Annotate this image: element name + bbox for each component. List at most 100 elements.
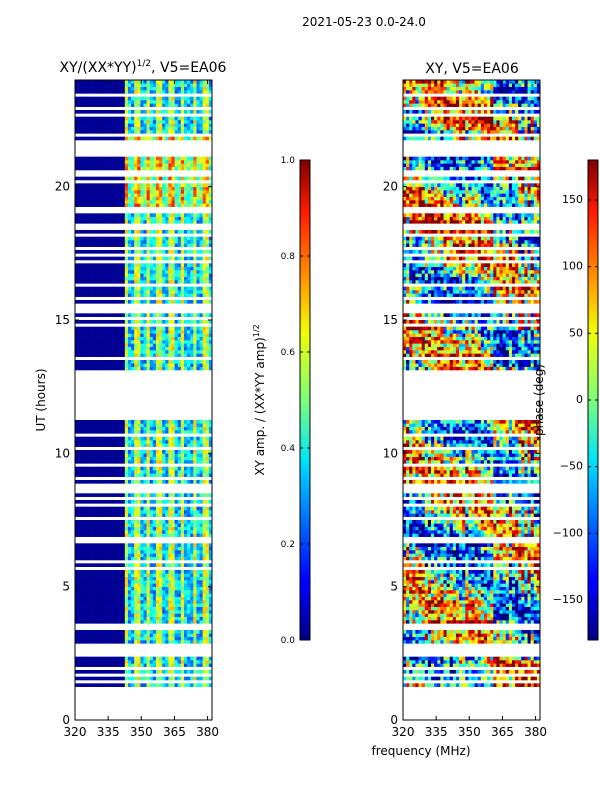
heatmap-cell: [149, 326, 154, 331]
heatmap-cell: [177, 186, 182, 191]
heatmap-cell: [196, 430, 200, 434]
heatmap-cell: [134, 580, 138, 584]
heatmap-cell: [103, 456, 107, 461]
heatmap-cell: [196, 213, 200, 217]
heatmap-cell: [177, 130, 182, 134]
heatmap-cell: [131, 603, 135, 607]
heatmap-cell: [109, 103, 113, 107]
heatmap-cell: [177, 340, 182, 344]
heatmap-cell: [115, 213, 119, 217]
heatmap-cell: [115, 86, 119, 91]
heatmap-cell: [121, 366, 126, 371]
heatmap-cell: [134, 663, 138, 667]
heatmap-cell: [165, 100, 169, 104]
heatmap-cell: [78, 436, 82, 441]
heatmap-cell: [124, 336, 129, 341]
heatmap-cell: [81, 243, 85, 247]
heatmap-cell: [121, 286, 126, 291]
heatmap-cell: [131, 363, 135, 367]
heatmap-cell: [137, 500, 141, 504]
heatmap-cell: [171, 240, 175, 244]
heatmap-cell: [180, 163, 185, 167]
heatmap-cell: [171, 190, 175, 194]
heatmap-cell: [103, 470, 107, 474]
heatmap-cell: [146, 523, 151, 527]
heatmap-cell: [87, 590, 91, 594]
heatmap-cell: [199, 526, 203, 531]
heatmap-cell: [109, 513, 113, 517]
heatmap-cell: [199, 546, 203, 551]
heatmap-cell: [171, 553, 175, 557]
heatmap-cell: [152, 603, 157, 607]
heatmap-cell: [93, 186, 98, 191]
heatmap-cell: [190, 570, 194, 574]
heatmap-cell: [78, 480, 82, 484]
heatmap-cell: [171, 366, 175, 371]
heatmap-cell: [155, 293, 160, 297]
heatmap-cell: [196, 670, 200, 674]
heatmap-cell: [84, 616, 88, 621]
heatmap-cell: [96, 500, 101, 504]
heatmap-cell: [93, 196, 98, 201]
heatmap-cell: [81, 363, 85, 367]
heatmap-cell: [165, 456, 169, 461]
heatmap-cell: [155, 350, 160, 354]
heatmap-cell: [199, 440, 203, 444]
heatmap-cell: [152, 346, 157, 351]
heatmap-cell: [127, 330, 132, 334]
heatmap-cell: [208, 593, 213, 597]
heatmap-cell: [162, 230, 166, 234]
heatmap-cell: [171, 423, 175, 427]
heatmap-cell: [99, 350, 104, 354]
heatmap-cell: [75, 513, 79, 517]
heatmap-cell: [146, 216, 151, 221]
heatmap-cell: [140, 136, 144, 141]
heatmap-cell: [96, 600, 101, 604]
heatmap-cell: [208, 580, 213, 584]
heatmap-cell: [109, 670, 113, 674]
heatmap-cell: [131, 550, 135, 554]
heatmap-cell: [109, 243, 113, 247]
heatmap-cell: [205, 473, 210, 477]
heatmap-cell: [190, 506, 194, 511]
heatmap-cell: [190, 523, 194, 527]
heatmap-cell: [155, 236, 160, 241]
heatmap-cell: [183, 610, 188, 614]
heatmap-cell: [168, 256, 172, 261]
heatmap-cell: [137, 156, 141, 161]
heatmap-cell: [187, 530, 191, 534]
heatmap-cell: [177, 276, 182, 281]
heatmap-cell: [202, 553, 207, 557]
heatmap-cell: [115, 166, 119, 171]
heatmap-cell: [196, 216, 200, 221]
heatmap-cell: [168, 616, 172, 621]
heatmap-cell: [168, 313, 172, 317]
heatmap-cell: [162, 543, 166, 547]
heatmap-cell: [127, 580, 132, 584]
heatmap-cell: [121, 466, 126, 471]
heatmap-cell: [78, 240, 82, 244]
heatmap-cell: [162, 513, 166, 517]
heatmap-cell: [199, 186, 203, 191]
heatmap-cell: [112, 660, 116, 664]
heatmap-cell: [159, 603, 163, 607]
heatmap-cell: [131, 466, 135, 471]
heatmap-cell: [93, 530, 98, 534]
heatmap-cell: [183, 353, 188, 357]
heatmap-cell: [168, 640, 172, 644]
heatmap-cell: [152, 663, 157, 667]
heatmap-cell: [187, 203, 191, 207]
heatmap-cell: [190, 423, 194, 427]
heatmap-cell: [199, 100, 203, 104]
heatmap-cell: [205, 506, 210, 511]
heatmap-cell: [112, 663, 116, 667]
heatmap-cell: [155, 590, 160, 594]
heatmap-cell: [162, 580, 166, 584]
heatmap-cell: [140, 263, 144, 267]
heatmap-cell: [180, 230, 185, 234]
heatmap-cell: [159, 590, 163, 594]
heatmap-cell: [171, 563, 175, 567]
heatmap-cell: [193, 123, 197, 127]
heatmap-cell: [193, 366, 197, 371]
heatmap-cell: [103, 276, 107, 281]
